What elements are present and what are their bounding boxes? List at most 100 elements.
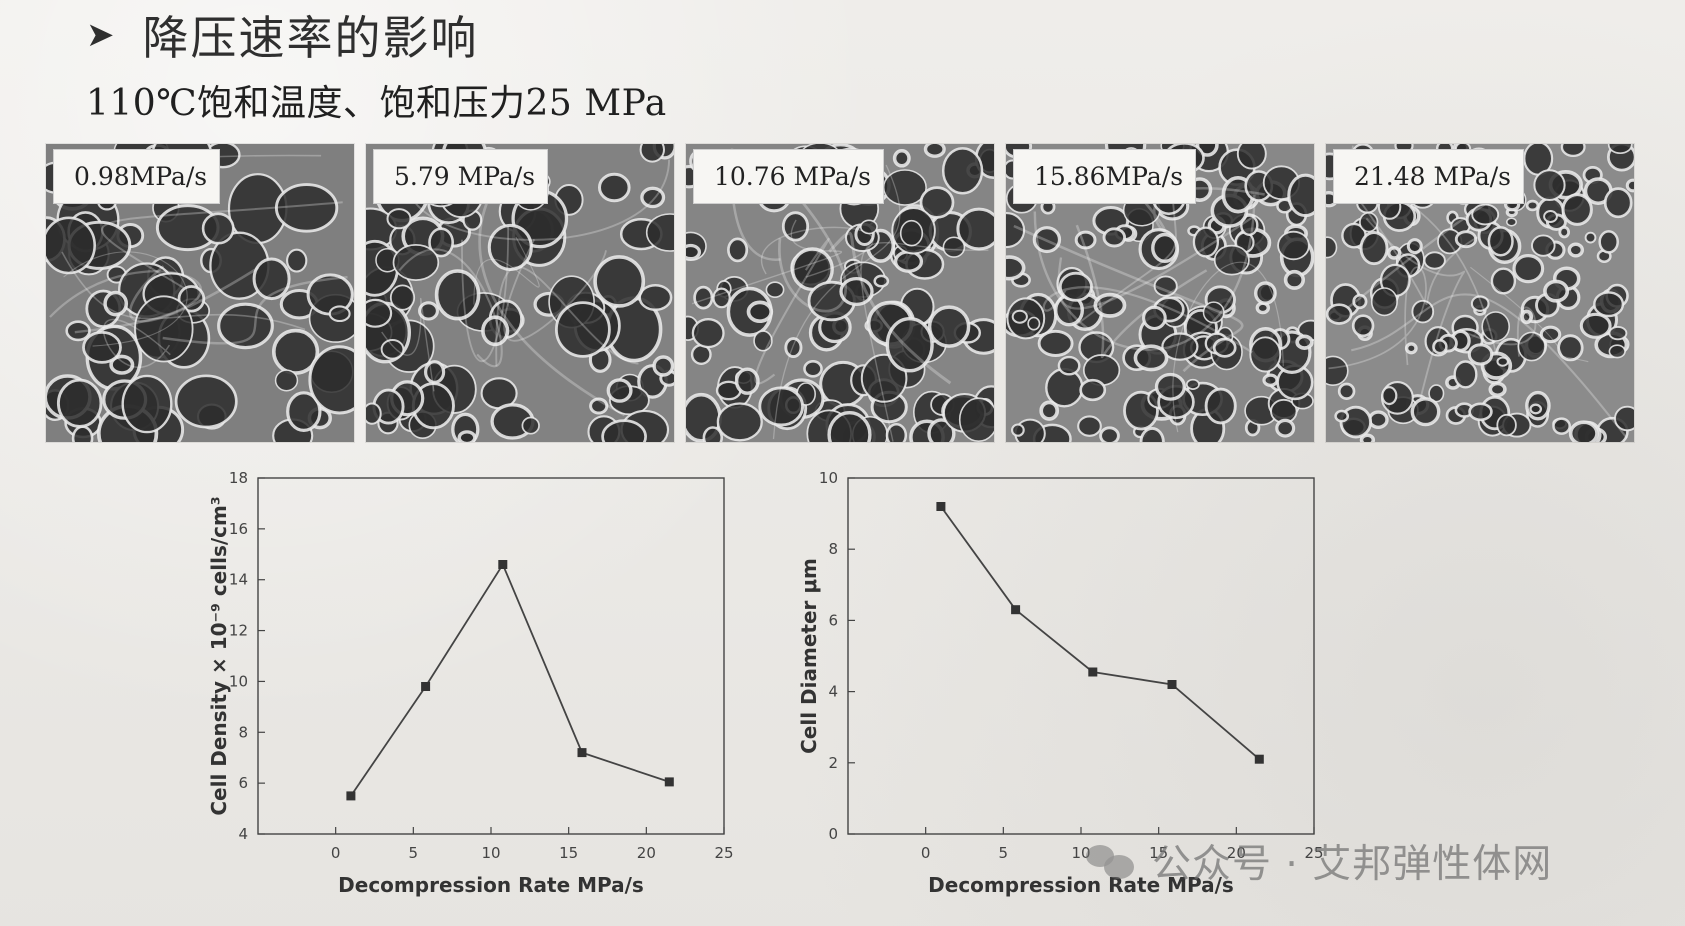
foam-cell (753, 330, 773, 352)
foam-cell (1074, 230, 1097, 250)
foam-cell (366, 402, 382, 425)
foam-cell (639, 144, 665, 163)
foam-cell (1468, 402, 1493, 422)
foam-cell (1337, 382, 1356, 400)
foam-cell (885, 422, 908, 442)
foam-cell (942, 236, 966, 258)
foam-highlight (772, 164, 901, 440)
foam-cell (601, 419, 647, 442)
y-tick-label: 6 (828, 611, 838, 629)
watermark: 公众号 · 艾邦弹性体网 (1086, 833, 1552, 889)
foam-cell (1488, 381, 1507, 398)
foam-highlight (162, 276, 348, 345)
foam-cell (1560, 144, 1586, 158)
arrow-bullet-icon: ➤ (86, 15, 115, 55)
foam-cell (121, 374, 173, 434)
micrograph-panel-2: 5.79 MPa/s (366, 144, 674, 442)
foam-cell (380, 339, 405, 360)
foam-cell (1249, 336, 1282, 373)
x-tick-label: 20 (637, 844, 656, 862)
foam-cell (481, 315, 510, 347)
y-axis-label: Cell Density × 10⁻⁹ cells/cm³ (207, 496, 231, 815)
foam-highlight (760, 226, 874, 278)
watermark-text: 公众号 · 艾邦弹性体网 (1152, 842, 1553, 887)
title-row: ➤ 降压速率的影响 (86, 6, 986, 65)
cell-density-chart-svg: 0 5 10 15 20 25 4 6 8 10 12 14 16 18 Decompression Rat… (207, 469, 734, 897)
foam-cell (1533, 169, 1566, 201)
foam-highlight (691, 219, 843, 305)
foam-cell (593, 255, 646, 308)
foam-highlight (102, 318, 171, 368)
x-tick-label: 25 (1304, 844, 1323, 862)
foam-cell (1204, 387, 1237, 425)
x-tick-label: 0 (921, 844, 931, 862)
foam-highlight (1033, 194, 1256, 351)
foam-cell (428, 227, 455, 258)
foam-cell (1011, 309, 1028, 324)
foam-cell (859, 219, 878, 235)
chart-cell-density: 0 5 10 15 20 25 4 6 8 10 12 14 16 18 Decompression Rat… (206, 462, 816, 922)
foam-cell (727, 237, 749, 263)
y-tick-label: 12 (229, 622, 248, 640)
foam-cell (457, 430, 477, 442)
data-point (936, 502, 946, 511)
foam-cell (892, 149, 911, 168)
x-tick-label: 5 (409, 844, 419, 862)
foam-cell (1529, 403, 1543, 415)
y-axis-label: Cell Diameter μm (797, 558, 821, 754)
foam-cell (712, 287, 731, 309)
foam-highlight (1057, 214, 1256, 310)
data-point (1011, 605, 1021, 615)
y-tick-label: 18 (229, 469, 248, 487)
foam-cell (598, 172, 631, 203)
foam-cell (1093, 292, 1127, 318)
y-tick-label: 10 (229, 672, 248, 690)
foam-cell (941, 147, 984, 195)
foam-cell (1295, 334, 1314, 350)
foam-cell (893, 250, 924, 273)
foam-cell (958, 397, 994, 442)
foam-cell (956, 207, 994, 251)
data-point (346, 791, 356, 801)
foam-cell (839, 276, 874, 307)
foam-cell (899, 219, 924, 247)
chart-cell-diameter: 0 5 10 15 20 25 0 2 4 6 8 10 Decompression Rate MPa/… (796, 462, 1406, 922)
series-line (350, 562, 670, 797)
x-tick-label: 20 (1227, 844, 1246, 862)
foam-cell (1213, 244, 1250, 276)
foam-cell (1496, 356, 1509, 367)
foam-cell (217, 302, 274, 350)
foam-cell (1151, 232, 1179, 263)
foam-cell (1603, 187, 1633, 219)
slide-header: ➤ 降压速率的影响 110℃饱和温度、饱和压力25 MPa (86, 6, 986, 126)
foam-cell (1352, 293, 1368, 310)
foam-cell (1406, 238, 1423, 255)
foam-cell (1490, 267, 1517, 295)
foam-cell (1359, 433, 1376, 442)
foam-cell (252, 257, 291, 301)
foam-highlight (49, 270, 202, 334)
foam-highlight (1075, 224, 1208, 359)
foam-cell (1558, 225, 1571, 239)
foam-cell (640, 186, 666, 209)
data-point (1088, 667, 1098, 677)
foam-cell (521, 416, 540, 435)
data-point (498, 560, 508, 569)
foam-cell (803, 360, 823, 378)
x-axis-label: Decompression Rate MPa/s (338, 873, 644, 897)
x-tick-label: 0 (331, 844, 341, 862)
foam-cell (927, 418, 956, 442)
y-tick-label: 8 (828, 540, 838, 558)
foam-cell (1275, 418, 1296, 438)
foam-cell (1525, 199, 1540, 212)
foam-cell (1334, 409, 1350, 423)
foam-cell (1079, 378, 1107, 402)
foam-highlight (828, 231, 952, 385)
data-point (1254, 754, 1264, 764)
foam-cell (1410, 397, 1441, 427)
foam-highlight (473, 236, 540, 305)
y-tick-label: 16 (229, 520, 248, 538)
foam-cell (1386, 246, 1402, 260)
foam-cell (1470, 295, 1490, 312)
foam-cell (1240, 214, 1259, 236)
